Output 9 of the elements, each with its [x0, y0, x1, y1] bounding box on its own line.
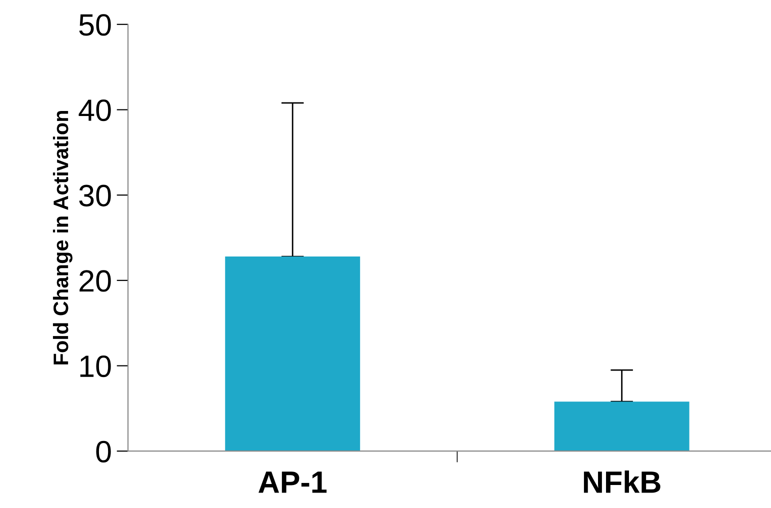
y-tick-label: 30 [79, 184, 111, 206]
y-axis-title: Fold Change in Activation [52, 110, 72, 364]
y-tick-label: 20 [80, 270, 111, 292]
x-tick-label: NFkB [584, 470, 660, 493]
y-tick-label: 0 [96, 440, 111, 462]
y-tick-label: 10 [80, 355, 111, 378]
y-tick-label: 40 [78, 99, 111, 122]
y-tick-label: 50 [79, 14, 111, 36]
x-tick-label: AP-1 [258, 472, 327, 493]
